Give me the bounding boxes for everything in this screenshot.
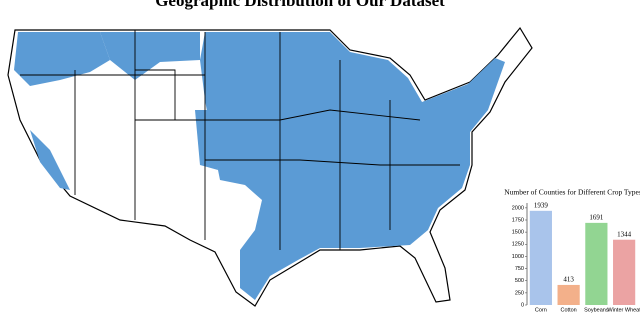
- y-tick-label: 1500: [512, 230, 524, 236]
- value-label: 1939: [534, 201, 549, 209]
- state-lines: [20, 30, 460, 250]
- crop-region: [100, 32, 200, 80]
- value-label: 1344: [617, 230, 632, 238]
- y-tick-label: 500: [515, 278, 524, 284]
- y-tick-label: 1000: [512, 254, 524, 260]
- y-tick-label: 1250: [512, 242, 524, 248]
- y-tick-label: 1750: [512, 217, 524, 223]
- crop-region: [195, 110, 218, 170]
- y-tick-label: 250: [515, 290, 524, 296]
- crop-region: [200, 32, 505, 300]
- bar: [585, 222, 608, 305]
- figure-title: Geographic Distribution of Our Dataset: [155, 0, 445, 10]
- x-tick-label: Cotton: [561, 307, 577, 313]
- bar: [529, 210, 552, 305]
- y-tick-label: 750: [515, 266, 524, 272]
- bar: [613, 239, 636, 305]
- bar: [557, 284, 580, 305]
- x-tick-label: Winter Wheat: [607, 307, 640, 313]
- bar-chart-inset: Number of Counties for Different Crop Ty…: [504, 186, 640, 314]
- value-label: 413: [563, 276, 574, 284]
- y-tick-label: 2000: [512, 205, 524, 211]
- crop-region: [14, 32, 110, 86]
- us-map: [7, 26, 533, 307]
- value-label: 1691: [589, 213, 604, 221]
- chart-title: Number of Counties for Different Crop Ty…: [504, 188, 640, 197]
- x-tick-label: Soybeans: [584, 307, 609, 313]
- x-tick-label: Corn: [535, 307, 547, 313]
- crop-region: [30, 130, 70, 190]
- y-tick-label: 0: [521, 302, 524, 308]
